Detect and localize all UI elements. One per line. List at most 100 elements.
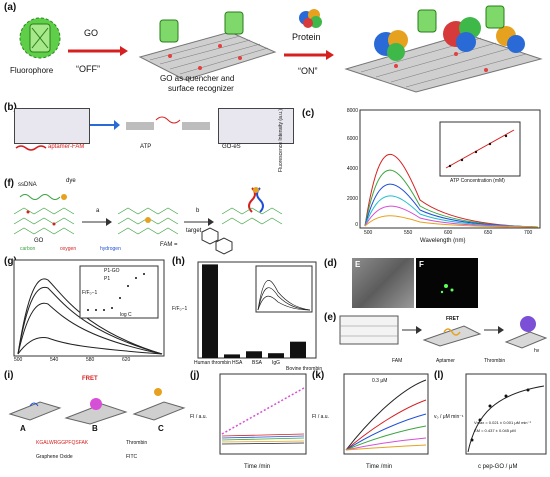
inset-y-label-g: F/F₀−1 xyxy=(82,290,98,296)
ssdna-strand xyxy=(19,194,67,200)
x-tick: 500 xyxy=(364,230,373,236)
legend-g-0: P1-GO xyxy=(104,268,120,274)
x-tick: 700 xyxy=(524,230,533,236)
surface-label: surface recognizer xyxy=(168,84,234,93)
panel-a: (a) Fluorophore GO “OFF” GO as quencher … xyxy=(0,0,550,100)
panel-f-label: (f) xyxy=(4,178,14,189)
step-a-i: A xyxy=(20,424,26,433)
legend-g-1: P1 xyxy=(104,276,111,282)
legend-fam: FAM xyxy=(392,358,403,364)
dye-label: dye xyxy=(66,178,76,184)
panel-a-label: (a) xyxy=(4,2,17,13)
fret-label-e: FRET xyxy=(446,316,460,322)
graphene-label: Graphene Oxide xyxy=(36,454,73,460)
aptamer-legend-icon xyxy=(15,145,47,151)
aptamer-label: aptamer-FAM xyxy=(48,144,85,150)
bars-group xyxy=(202,264,306,358)
panel-c-label: (c) xyxy=(302,108,315,119)
target-label: target xyxy=(186,228,202,234)
panel-k-label: (k) xyxy=(312,370,325,381)
bar xyxy=(224,354,240,358)
panel-g-label: (g) xyxy=(4,256,17,267)
panel-l: (l) v₀ / μM min⁻¹ Vmax = 0.021 ± 0.001 μ… xyxy=(434,370,550,474)
panel-k: (k) FI / a.u. 0.3 μM Time /min xyxy=(312,370,432,474)
panel-i: (i) FRET A B C KGALWRGGPFQSFAK Thrombin … xyxy=(0,370,190,474)
hv-label: hν xyxy=(534,348,540,354)
fam-label: FAM = xyxy=(160,242,178,248)
panel-i-label: (i) xyxy=(4,370,14,381)
x-cat: HSA xyxy=(232,360,243,366)
microscopy-image-e: E xyxy=(352,258,414,308)
bar xyxy=(246,351,262,358)
on-label: “ON” xyxy=(298,66,318,76)
go-schematic-e xyxy=(339,315,399,345)
panel-f: (f) ssDNA dye GO a b target carbon oxyge… xyxy=(0,178,300,255)
go-sheet-c xyxy=(132,388,186,421)
x-axis-label: Wavelength (nm) xyxy=(420,238,466,244)
bar xyxy=(290,341,306,358)
protein-icon xyxy=(299,9,322,28)
y-axis-label-j: FI / a.u. xyxy=(190,414,207,420)
image-e-label: E xyxy=(355,260,361,269)
panel-d: (d) E F xyxy=(322,258,550,310)
go-schematic xyxy=(126,116,210,130)
annotation-k: 0.3 μM xyxy=(372,378,388,384)
km-label: KM = 0.437 ± 0.045 μM xyxy=(474,428,516,433)
peptide-label: KGALWRGGPFQSFAK xyxy=(36,440,89,446)
arrow-right-icon-b xyxy=(90,120,120,130)
panel-g: (g) P1-GO P1 F/F₀−1 log C 500 540 580 62… xyxy=(0,256,170,368)
panel-j: (j) FI / a.u. Time /min xyxy=(190,370,310,474)
arrow-right-icon-f2 xyxy=(184,218,214,226)
panel-e-label: (e) xyxy=(324,312,337,323)
panel-j-label: (j) xyxy=(190,370,200,381)
cell-image-left xyxy=(14,108,90,144)
fluorophore-label: Fluorophore xyxy=(10,66,54,75)
atp-label: ATP xyxy=(140,144,152,150)
y-tick: 6000 xyxy=(346,136,358,142)
bar-chart-h xyxy=(197,261,317,359)
cell-image-right xyxy=(218,108,294,144)
legend-aptamer: Aptamer xyxy=(436,358,455,364)
panel-d-label: (d) xyxy=(324,258,337,269)
go-lattice-2 xyxy=(117,207,179,235)
arrow-right-icon-e1 xyxy=(402,326,422,334)
x-tick: 580 xyxy=(86,357,95,363)
step-c-i: C xyxy=(158,424,164,433)
step-b-label: b xyxy=(196,208,200,214)
off-label: “OFF” xyxy=(76,64,100,74)
y-axis-label-k: FI / a.u. xyxy=(312,414,329,420)
x-axis-label-j: Time /min xyxy=(244,464,271,470)
kinetics-plot-j xyxy=(219,373,307,455)
legend-oxygen: oxygen xyxy=(60,246,77,252)
goes-label: GO-eS xyxy=(222,144,241,150)
protein-label: Protein xyxy=(292,32,321,42)
arrow-right-icon-f1 xyxy=(82,218,112,226)
x-tick: 600 xyxy=(444,230,453,236)
panel-e-legend: FAM Aptamer Thrombin xyxy=(380,356,550,370)
spectra-plot xyxy=(359,109,541,229)
panel-h: (h) F/F₀−1 Human thrombin HSA BSA IgG Bo… xyxy=(172,256,322,372)
step-a-label: a xyxy=(96,208,100,214)
arrow-right-icon xyxy=(68,46,128,56)
x-axis-label-k: Time /min xyxy=(366,464,393,470)
y-tick: 8000 xyxy=(346,108,358,114)
arrow-right-icon-2 xyxy=(284,50,334,60)
vmax-label: Vmax = 0.021 ± 0.001 μM min⁻¹ xyxy=(474,420,531,425)
panel-b: (b) aptamer-FAM ATP GO-eS xyxy=(0,102,300,154)
y-axis-label-h: F/F₀−1 xyxy=(172,306,188,312)
fam-structure xyxy=(201,227,233,255)
x-tick: 550 xyxy=(404,230,413,236)
go-label: GO xyxy=(84,28,99,38)
panel-e: (e) FRET hν xyxy=(322,312,550,360)
fitc-label: FITC xyxy=(126,454,138,460)
arrow-right-icon-e2 xyxy=(484,326,504,334)
go-lattice-3 xyxy=(221,187,283,225)
bar xyxy=(202,264,218,358)
ssdna-label: ssDNA xyxy=(18,182,37,188)
x-tick: 620 xyxy=(122,357,131,363)
microscopy-image-f: F xyxy=(416,258,478,308)
go-sheet-a xyxy=(8,401,62,421)
inset-x-label-g: log C xyxy=(120,312,132,318)
fret-label-i: FRET xyxy=(82,376,98,382)
inset-x-label: ATP Concentration (mM) xyxy=(450,178,505,184)
